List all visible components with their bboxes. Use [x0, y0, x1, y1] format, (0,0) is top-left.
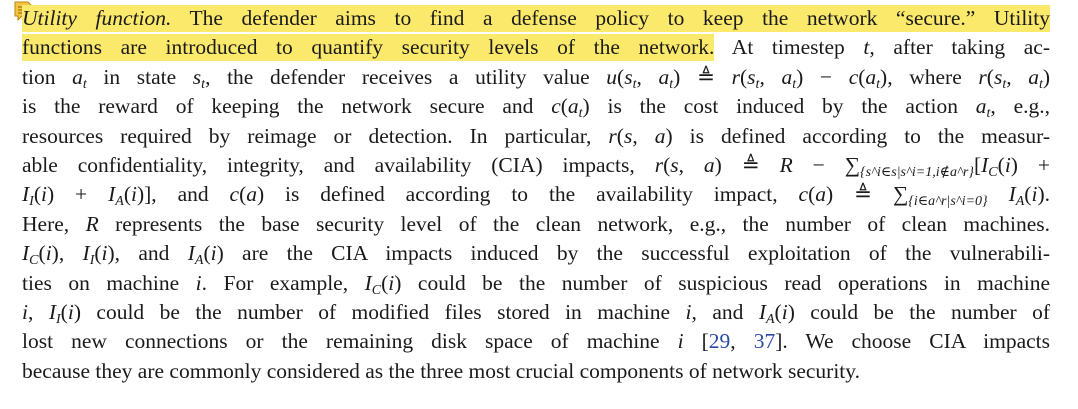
highlighted-text: functions are introduced to quantify sec…: [22, 34, 715, 62]
paper-page: Utility function. The defender aims to f…: [22, 4, 1050, 386]
utility-function-paragraph: Utility function. The defender aims to f…: [22, 4, 1050, 386]
text-line-5: resources required by reimage or detecti…: [22, 123, 1050, 148]
text-line-13: because they are commonly considered as …: [22, 358, 861, 383]
summation-subscript: {i∈a^r|s^i=0}: [908, 194, 988, 210]
text-line-9: IC(i), II(i), and IA(i) are the CIA impa…: [22, 241, 1050, 269]
text-line-6: able confidentiality, integrity, and ava…: [22, 152, 1050, 180]
highlighted-text: Utility function. The defender aims to f…: [22, 5, 1051, 32]
citation-link-29[interactable]: 29: [708, 329, 731, 354]
text-line-7: II(i) + IA(i)], and c(a) is defined acco…: [22, 182, 1050, 210]
text-line-2: functions are introduced to quantify sec…: [22, 34, 1050, 62]
text-line-11: i, II(i) could be the number of modified…: [22, 299, 1050, 327]
text-line-4: is the reward of keeping the network sec…: [22, 94, 1050, 122]
citation-link-37[interactable]: 37: [753, 329, 776, 354]
paragraph-heading: Utility function.: [22, 6, 172, 30]
text-line-3: tion at in state st, the defender receiv…: [22, 64, 1051, 92]
summation-subscript: {s^i∈s|s^i=1,i∉a^r}: [860, 164, 974, 180]
text-line-12: lost new connections or the remaining di…: [22, 329, 1050, 354]
text-line-10: ties on machine i. For example, IC(i) co…: [22, 270, 1050, 298]
text-line-8: Here, R represents the base security lev…: [22, 211, 1050, 236]
text-line-1: Utility function. The defender aims to f…: [22, 4, 1051, 33]
